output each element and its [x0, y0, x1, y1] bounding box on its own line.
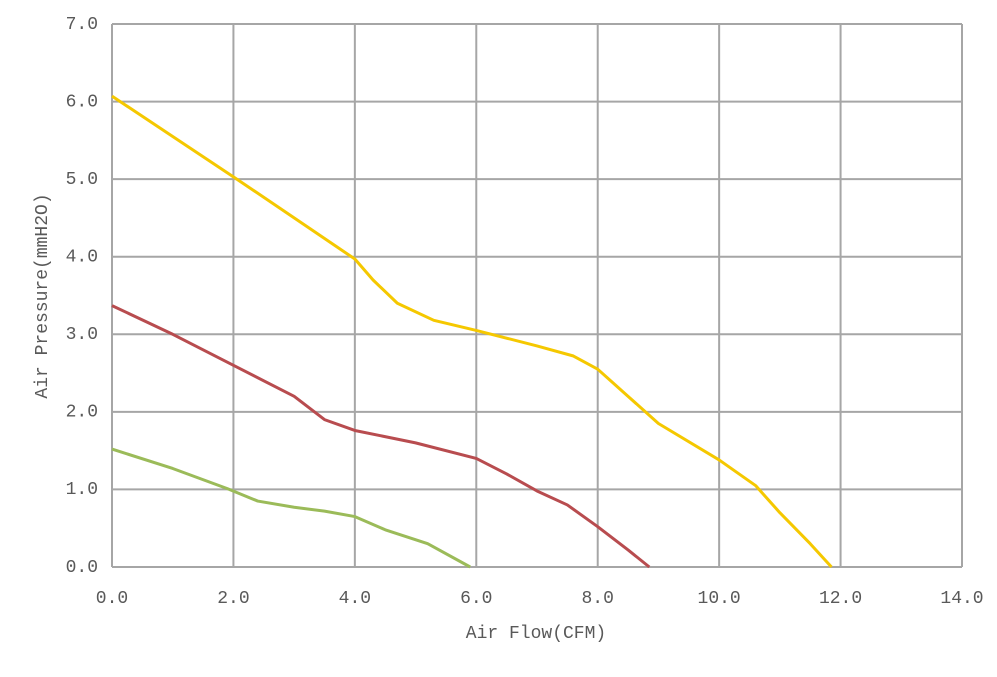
y-tick-label: 5.0	[66, 170, 98, 190]
y-axis-title: Air Pressure(mmH2O)	[33, 193, 53, 398]
series-line	[111, 447, 471, 569]
y-tick-label: 0.0	[66, 558, 98, 578]
x-tick-label: 8.0	[582, 589, 614, 609]
x-tick-label: 6.0	[460, 589, 492, 609]
x-tick-label: 0.0	[96, 589, 128, 609]
x-tick-label: 4.0	[339, 589, 371, 609]
x-tick-label: 14.0	[940, 589, 983, 609]
y-tick-label: 4.0	[66, 247, 98, 267]
y-tick-label: 2.0	[66, 403, 98, 423]
x-tick-label: 10.0	[698, 589, 741, 609]
y-tick-label: 3.0	[66, 325, 98, 345]
y-tick-label: 7.0	[66, 15, 98, 35]
series-line	[111, 94, 833, 569]
series-line	[111, 304, 651, 569]
y-tick-label: 1.0	[66, 480, 98, 500]
x-tick-label: 2.0	[217, 589, 249, 609]
y-tick-label: 6.0	[66, 92, 98, 112]
x-axis-title: Air Flow(CFM)	[466, 624, 606, 644]
x-tick-label: 12.0	[819, 589, 862, 609]
